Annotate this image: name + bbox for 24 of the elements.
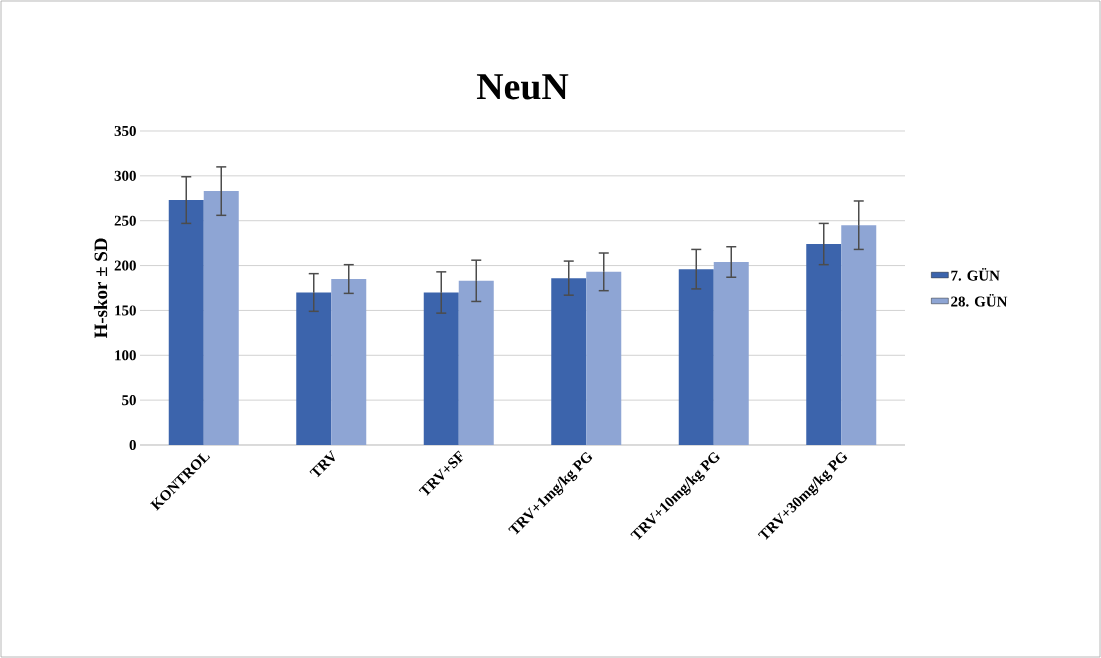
- y-tick-label: 100: [115, 350, 136, 361]
- bar: [423, 292, 459, 445]
- bar: [713, 261, 749, 445]
- chart-title: NeuN: [476, 74, 569, 100]
- legend-label: 28. GÜN: [951, 293, 1008, 307]
- y-tick-label: 50: [122, 395, 136, 406]
- bar: [806, 244, 842, 445]
- y-tick-label: 200: [114, 260, 136, 271]
- y-tick-label: 0: [129, 439, 136, 451]
- bar: [678, 269, 714, 445]
- bar: [203, 191, 239, 445]
- legend-label: 7. GÜN: [951, 268, 1000, 281]
- bar: [331, 279, 367, 445]
- y-tick-label: 150: [115, 305, 136, 316]
- y-tick-label: 300: [114, 170, 136, 181]
- bar: [586, 271, 622, 445]
- bar: [841, 225, 877, 445]
- y-tick-label: 250: [114, 215, 136, 226]
- y-axis-title: H-skor ± SD: [93, 238, 108, 339]
- bar: [296, 292, 332, 445]
- bar: [551, 278, 587, 445]
- bar: [458, 280, 494, 445]
- y-tick-label: 350: [114, 125, 136, 137]
- bar: [168, 200, 204, 445]
